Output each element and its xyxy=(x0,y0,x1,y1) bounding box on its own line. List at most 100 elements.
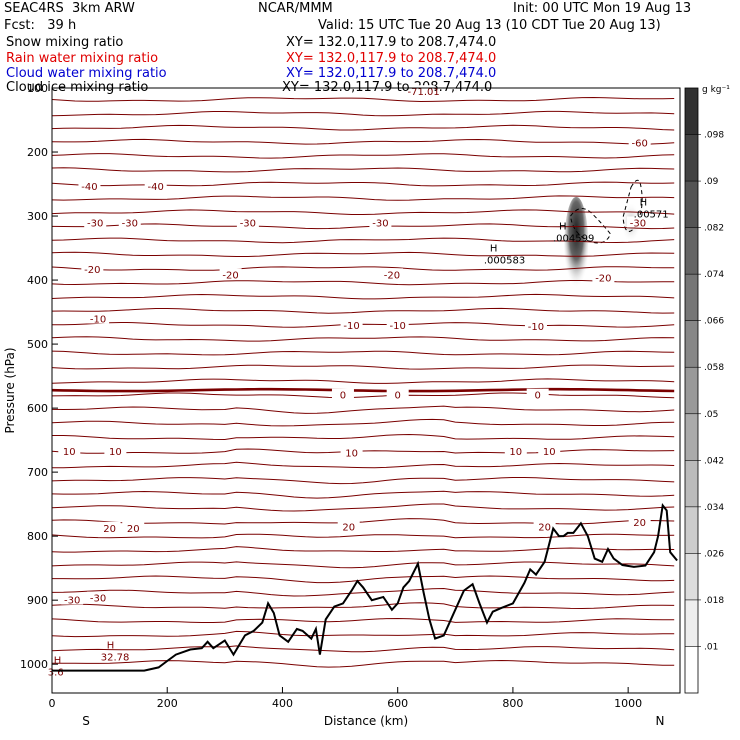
isotherm-line xyxy=(51,503,675,512)
contour-label: -10 xyxy=(390,321,406,332)
contour-label: 0 xyxy=(395,391,401,402)
isotherm-line xyxy=(51,223,675,230)
x-tick-label: 0 xyxy=(49,697,56,710)
contour-label: -30 xyxy=(87,218,103,229)
isotherm-line xyxy=(51,251,675,257)
x-axis-south-label: S xyxy=(82,714,90,728)
contour-label: -10 xyxy=(343,321,359,332)
colorbar-label: .042 xyxy=(704,456,724,466)
isotherm-line xyxy=(51,490,675,499)
field-xy-snow: XY= 132.0,117.9 to 208.7,474.0 xyxy=(286,35,497,50)
colorbar-swatch xyxy=(685,506,698,554)
colorbar: .01 .018 .026 .034 .042 .05 .058 .066 .074 .082 .0… xyxy=(684,85,730,694)
contour-label-bg xyxy=(236,216,259,228)
contour-labels: -71.01 -60 -40 -40 -30 -30 -30 -30 -30 -20 -20 -20 -… xyxy=(48,85,669,678)
isotherm-line xyxy=(51,266,675,271)
contour-label: -30 xyxy=(64,596,80,607)
contour-label: 20 xyxy=(127,524,140,535)
field-name-rain: Rain water mixing ratio xyxy=(6,51,159,66)
contour-label-bg xyxy=(58,445,81,456)
contour-label-bg xyxy=(144,179,167,191)
isotherm-line xyxy=(51,280,675,286)
contour-label: -30 xyxy=(122,218,138,229)
contour-label: -40 xyxy=(81,182,97,193)
contour-label-bg xyxy=(61,593,84,605)
y-axis-title: Pressure (hPa) xyxy=(3,347,17,433)
isotherm-line xyxy=(51,533,675,539)
colorbar-label: .034 xyxy=(704,503,724,513)
y-tick-label: 700 xyxy=(27,466,48,479)
colorbar-swatch xyxy=(685,460,698,507)
contour-label-bg xyxy=(331,388,354,400)
isotherm-line xyxy=(52,321,675,328)
y-tick-label: 600 xyxy=(27,402,48,415)
rain-water-contour xyxy=(622,179,643,232)
contour-label-bg xyxy=(84,216,107,228)
contour-label: -60 xyxy=(631,138,647,149)
colorbar-swatch xyxy=(685,367,698,414)
contour-label: -30 xyxy=(630,218,646,229)
contour-label-bg xyxy=(628,516,651,528)
isotherm-line xyxy=(52,575,675,584)
isotherm-line xyxy=(51,378,675,384)
isotherm-line xyxy=(52,461,675,469)
maximum-value: .004599 xyxy=(553,233,594,244)
isotherm-line xyxy=(51,448,675,454)
field-xy-rain: XY= 132.0,117.9 to 208.7,474.0 xyxy=(286,51,497,66)
contour-label: 10 xyxy=(509,447,522,458)
isotherm-line xyxy=(51,167,675,173)
colorbar-swatch xyxy=(685,88,698,135)
contour-label-bg xyxy=(504,445,527,456)
isotherm-line xyxy=(51,546,675,553)
isotherm-line xyxy=(51,209,675,215)
y-tick-label: 100 xyxy=(27,82,48,95)
contour-label: -20 xyxy=(84,265,100,276)
x-tick-label: 200 xyxy=(157,697,178,710)
contour-label: 20 xyxy=(103,524,116,535)
isotherm-line xyxy=(52,433,675,441)
isotherm-line xyxy=(51,392,675,399)
contour-label-bg xyxy=(337,520,360,532)
zero-isotherm-line xyxy=(51,387,675,393)
contour-label: 10 xyxy=(543,447,556,458)
header-model: SEAC4RS 3km ARW xyxy=(4,1,135,16)
isotherm-line xyxy=(51,110,675,117)
isotherm-line xyxy=(51,561,675,569)
colorbar-swatch xyxy=(685,134,698,182)
contour-label: -20 xyxy=(222,270,238,281)
terrain-line xyxy=(52,502,678,672)
field-name-snow: Snow mixing ratio xyxy=(6,35,124,50)
contour-label-bg xyxy=(628,136,651,148)
maximum-value: 32.78 xyxy=(101,653,130,664)
isotherm-line xyxy=(51,153,675,159)
contour-label-bg xyxy=(87,312,110,324)
contour-label-bg xyxy=(98,521,121,533)
contour-label: 10 xyxy=(109,447,122,458)
contour-label: -30 xyxy=(372,218,388,229)
contour-label-bg xyxy=(122,521,145,533)
isotherm-line xyxy=(51,518,675,525)
colorbar-swatch xyxy=(685,320,698,368)
colorbar-label: .018 xyxy=(704,596,724,606)
colorbar-label: .05 xyxy=(704,410,718,420)
isotherm-line xyxy=(51,124,675,131)
contour-label: -40 xyxy=(148,182,164,193)
y-tick-label: 500 xyxy=(27,338,48,351)
contour-label-bg xyxy=(524,320,547,332)
contour-label: 20 xyxy=(538,523,551,534)
contour-label: 10 xyxy=(345,448,358,459)
terrain-profile xyxy=(52,502,678,672)
colorbar-label: .066 xyxy=(704,317,724,327)
colorbar-swatch xyxy=(685,274,698,321)
y-tick-label: 800 xyxy=(27,530,48,543)
contour-label: 0 xyxy=(535,391,541,402)
y-tick-label: 200 xyxy=(27,146,48,159)
isotherm-line xyxy=(51,587,675,597)
contour-label-bg xyxy=(533,520,556,532)
colorbar-swatch xyxy=(685,553,698,600)
contour-label: 20 xyxy=(633,518,646,529)
header-org: NCAR/MMM xyxy=(258,1,333,16)
contour-label-bg xyxy=(118,216,141,228)
contour-label-bg xyxy=(340,446,363,458)
